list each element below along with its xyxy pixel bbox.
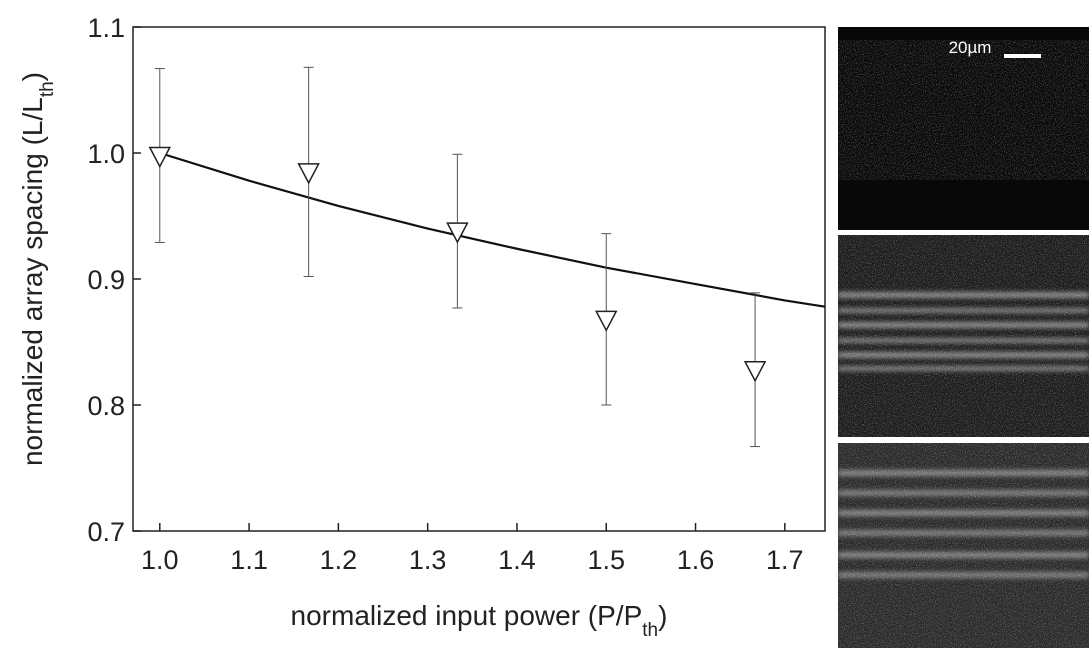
image-noise: [838, 40, 1089, 180]
marker: [297, 163, 320, 185]
marker: [594, 310, 618, 332]
y-tick-label: 0.8: [87, 391, 125, 421]
x-tick-label: 1.6: [677, 545, 715, 575]
x-axis-label-part: ): [658, 600, 667, 631]
x-axis-label: normalized input power (P/Pth): [291, 600, 668, 641]
y-axis-label-part: normalized array spacing (L/L: [17, 97, 48, 466]
x-tick-label: 1.0: [141, 545, 179, 575]
y-axis-label-part: th: [37, 81, 58, 97]
x-tick-label: 1.2: [320, 545, 358, 575]
plot: 1.0 1.1 1.2 1.3 1.4 1.5 1.6 1.7 0.7 0.8 0.9 1.0 1.1 n…: [17, 13, 826, 641]
scale-label: 20µm: [949, 38, 992, 57]
x-tick-label: 1.4: [498, 545, 536, 575]
x-tick-label: 1.1: [230, 545, 268, 575]
marker: [148, 146, 172, 169]
y-axis-label-part: ): [17, 72, 48, 81]
x-axis-label-part: th: [642, 620, 658, 641]
fit-line: [159, 151, 826, 308]
marker: [743, 360, 767, 383]
plot-frame: [132, 26, 826, 532]
x-tick-label: 1.5: [587, 545, 625, 575]
y-axis-label: normalized array spacing (L/Lth): [17, 72, 58, 466]
x-tick-label: 1.3: [409, 545, 447, 575]
y-tick-label: 1.1: [87, 13, 125, 43]
x-axis-label-part: normalized input power (P/P: [291, 600, 643, 631]
x-tick-label: 1.7: [766, 545, 804, 575]
y-tick-label: 1.0: [87, 139, 125, 169]
image-panels: 20µm: [838, 27, 1089, 648]
marker: [446, 222, 469, 244]
y-tick-label: 0.9: [87, 265, 125, 295]
y-tick-label: 0.7: [87, 517, 125, 547]
image-noise: [838, 235, 1089, 437]
image-noise: [838, 443, 1089, 648]
